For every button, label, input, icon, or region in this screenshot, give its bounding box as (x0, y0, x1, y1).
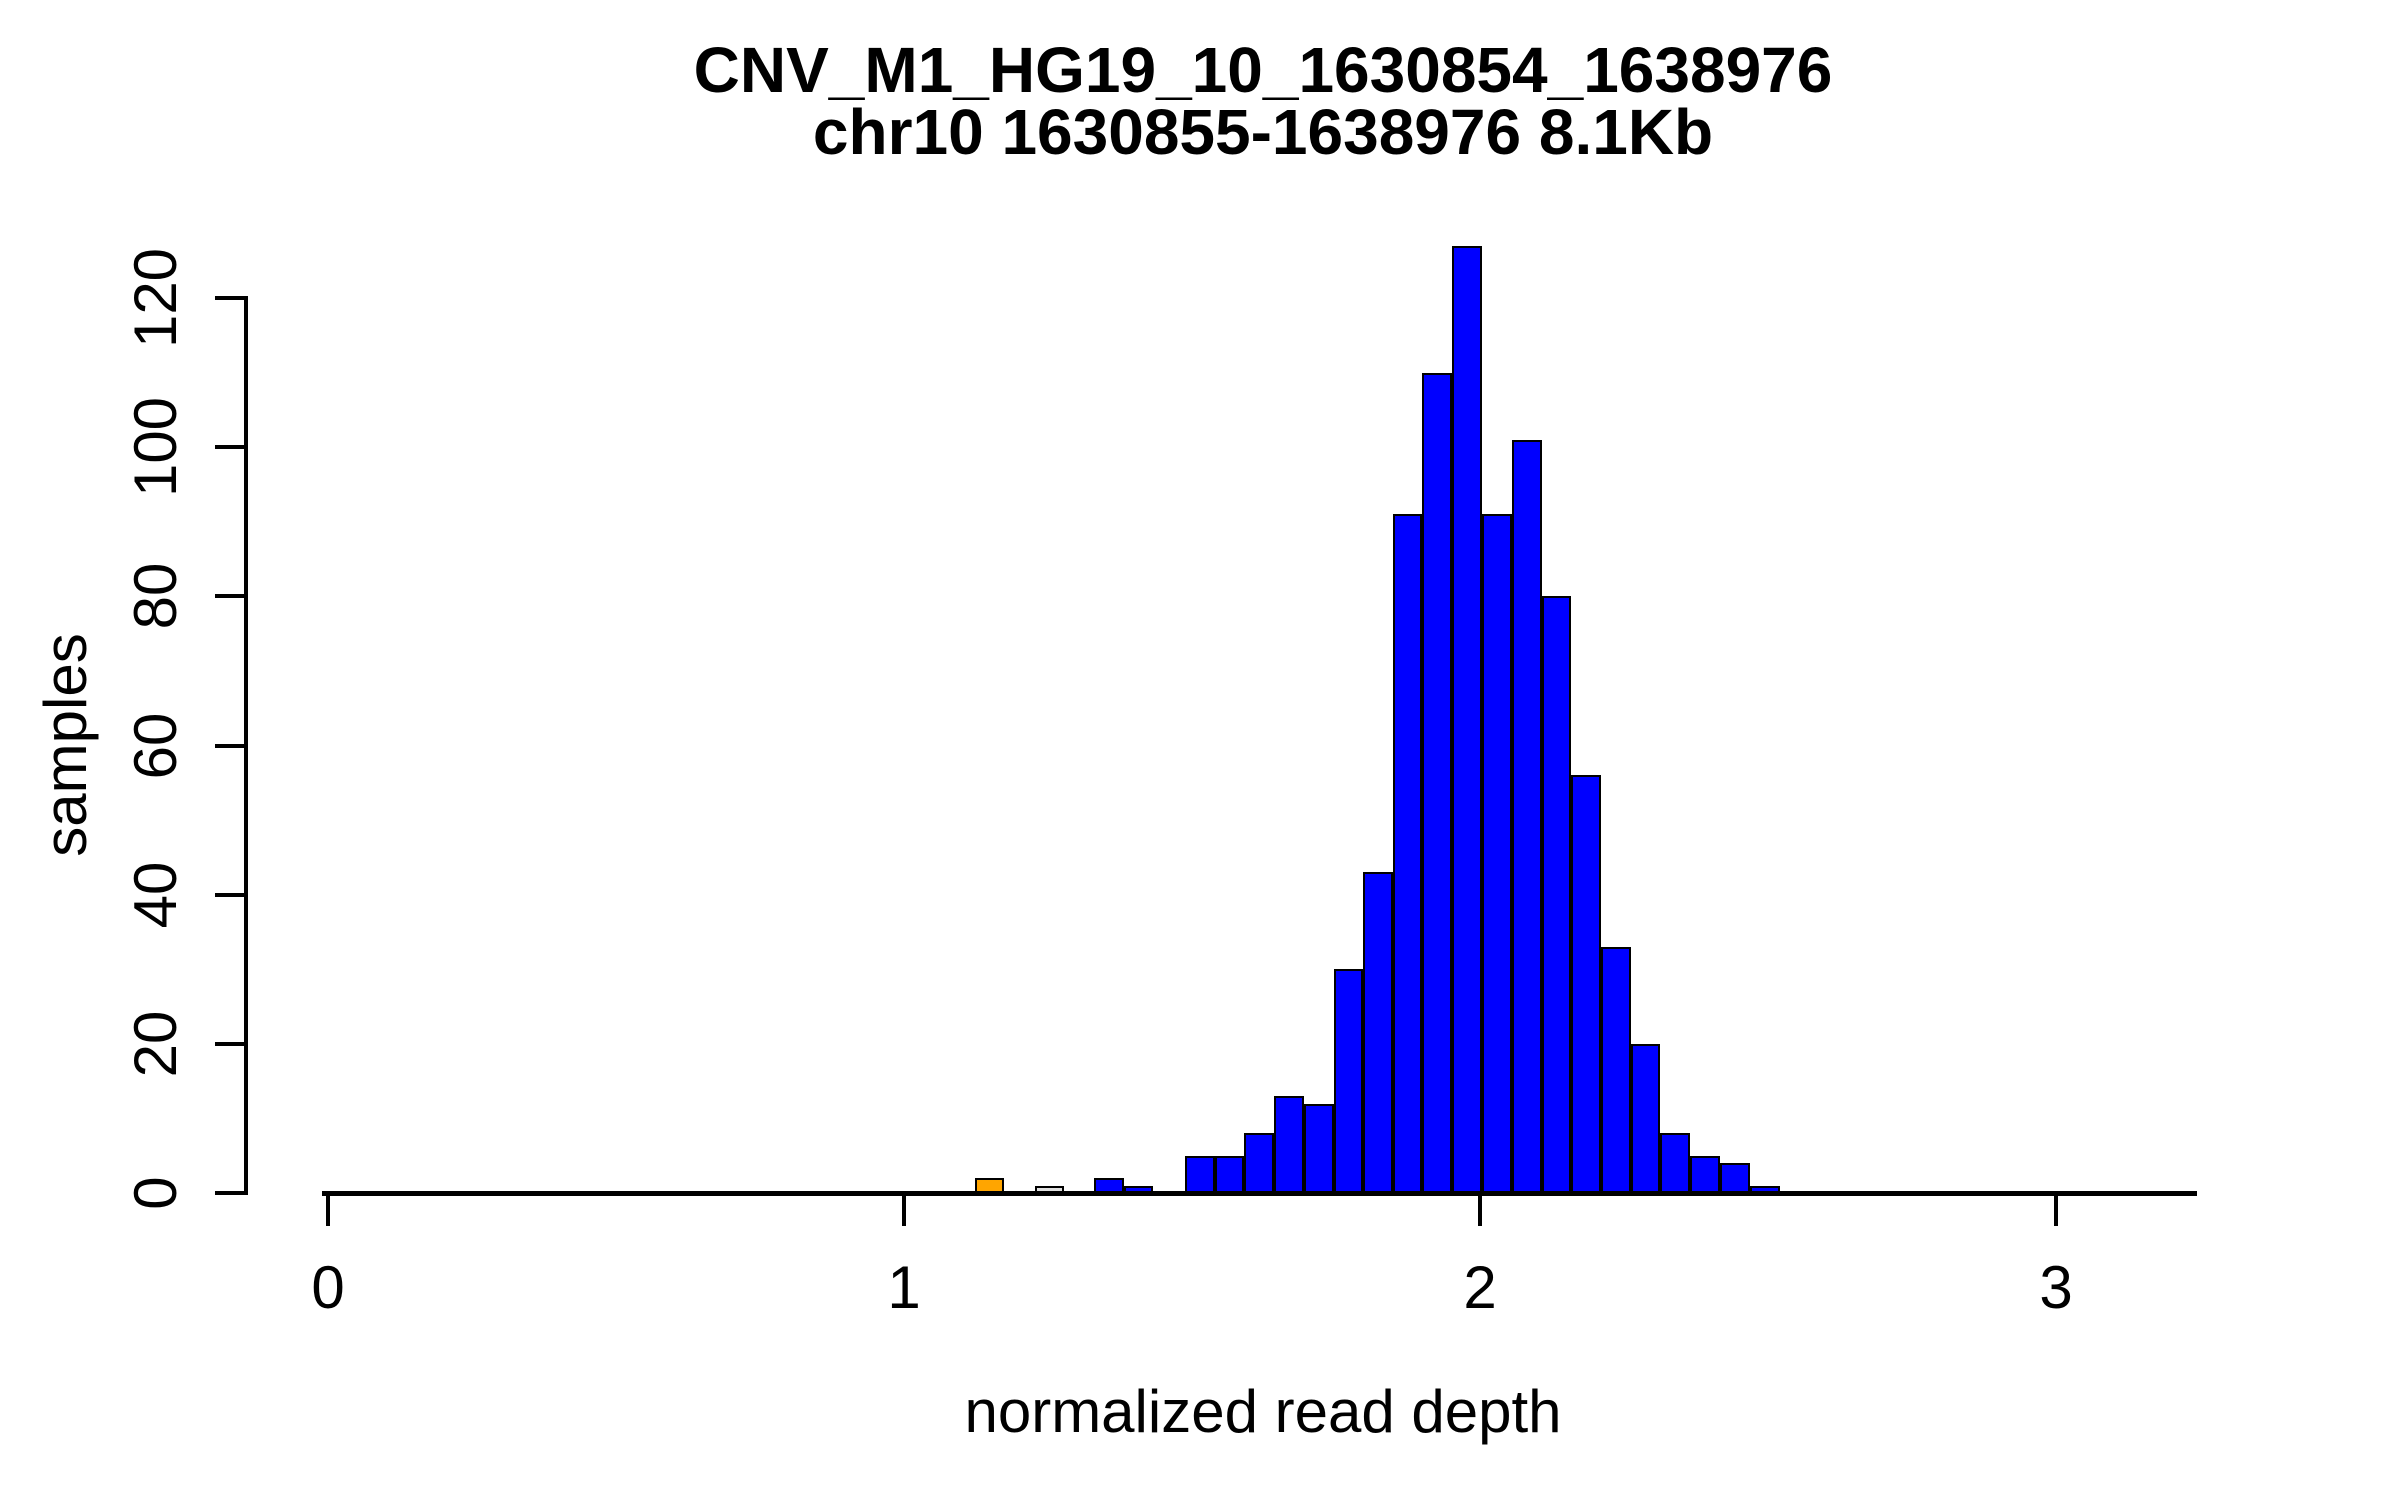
y-tick (215, 1191, 246, 1195)
x-tick (1478, 1195, 1482, 1226)
y-tick (215, 1041, 246, 1046)
x-tick (326, 1195, 330, 1226)
y-tick (215, 743, 246, 748)
x-tick-label: 2 (1463, 1254, 1497, 1321)
histogram-bar (1422, 372, 1453, 1196)
histogram-bar (1333, 969, 1364, 1196)
histogram-bar (1600, 946, 1631, 1196)
y-tick-label: 80 (122, 562, 189, 630)
histogram-bar (1363, 872, 1393, 1196)
y-tick (215, 594, 246, 599)
x-tick-label: 3 (2039, 1254, 2073, 1321)
x-tick-label: 1 (887, 1254, 921, 1321)
histogram-bar (1541, 596, 1571, 1196)
x-axis-label: normalized read depth (964, 1378, 1562, 1445)
chart-title-line2: chr10 1630855-1638976 8.1Kb (812, 96, 1714, 168)
y-tick (215, 296, 246, 301)
y-tick-label: 120 (122, 247, 189, 349)
y-tick-label: 0 (122, 1176, 189, 1210)
histogram-bar (1393, 514, 1423, 1196)
y-tick-label: 100 (122, 397, 189, 498)
histogram-bar (1630, 1043, 1661, 1196)
histogram-bar (1274, 1096, 1304, 1196)
y-axis-line (244, 296, 248, 1195)
x-tick (2054, 1195, 2058, 1226)
x-tick (902, 1195, 906, 1226)
histogram-bar (1481, 514, 1512, 1196)
chart-title-line1: CNV_M1_HG19_10_1630854_1638976 (693, 34, 1833, 106)
y-tick-label: 40 (122, 861, 189, 929)
y-axis-label: samples (32, 633, 99, 857)
x-axis-line (322, 1190, 2198, 1196)
histogram-bar (1452, 245, 1482, 1196)
y-tick (215, 892, 246, 897)
y-tick-label: 20 (122, 1010, 189, 1078)
y-tick (215, 445, 246, 450)
histogram-bar (1303, 1103, 1334, 1196)
histogram-bar (1244, 1133, 1275, 1196)
y-tick-label: 60 (122, 712, 189, 779)
histogram-bar (1571, 775, 1601, 1196)
x-tick-label: 0 (311, 1254, 345, 1321)
histogram-bar (1660, 1133, 1691, 1196)
histogram-bar (1511, 439, 1542, 1196)
